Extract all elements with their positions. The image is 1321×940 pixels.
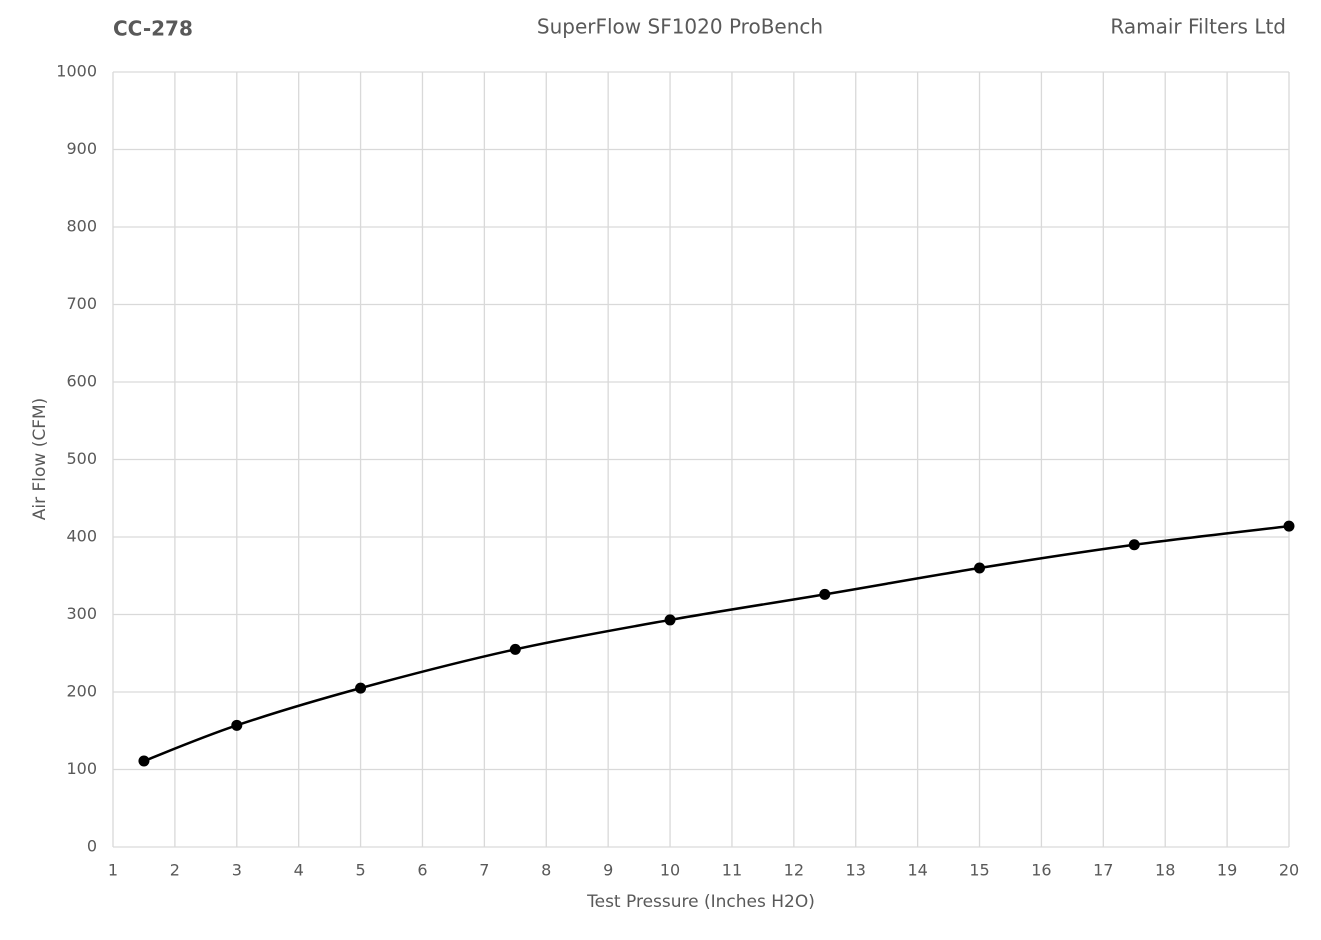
- marker: [974, 562, 986, 574]
- y-tick-label: 800: [66, 217, 97, 236]
- x-tick-label: 15: [969, 861, 989, 880]
- x-tick-label: 7: [479, 861, 489, 880]
- x-tick-label: 18: [1155, 861, 1175, 880]
- x-tick-label: 3: [232, 861, 242, 880]
- y-tick-label: 700: [66, 294, 97, 313]
- marker: [664, 614, 676, 626]
- x-tick-label: 17: [1093, 861, 1113, 880]
- y-tick-label: 400: [66, 527, 97, 546]
- marker: [138, 755, 150, 767]
- x-tick-label: 4: [294, 861, 304, 880]
- company: Ramair Filters Ltd: [1110, 15, 1286, 39]
- x-tick-label: 2: [170, 861, 180, 880]
- x-tick-label: 11: [722, 861, 742, 880]
- x-tick-label: 5: [355, 861, 365, 880]
- x-axis-label: Test Pressure (Inches H2O): [586, 892, 815, 912]
- marker: [1283, 520, 1295, 532]
- y-axis-label: Air Flow (CFM): [30, 398, 50, 521]
- x-tick-label: 8: [541, 861, 551, 880]
- x-tick-label: 12: [784, 861, 804, 880]
- y-tick-label: 200: [66, 682, 97, 701]
- series-line: [143, 524, 1290, 763]
- x-tick-label: 14: [907, 861, 927, 880]
- marker: [355, 682, 367, 694]
- x-tick-label: 6: [417, 861, 427, 880]
- y-tick-label: 600: [66, 372, 97, 391]
- y-tick-label: 0: [87, 837, 97, 856]
- y-tick-label: 500: [66, 449, 97, 468]
- marker: [819, 588, 831, 600]
- marker: [1128, 539, 1140, 551]
- marker: [509, 643, 521, 655]
- test-id: CC-278: [113, 17, 193, 41]
- y-tick-label: 1000: [56, 62, 97, 81]
- y-tick-label: 900: [66, 139, 97, 158]
- x-tick-label: 9: [603, 861, 613, 880]
- x-tick-label: 1: [108, 861, 118, 880]
- x-tick-label: 19: [1217, 861, 1237, 880]
- marker: [231, 719, 243, 731]
- x-tick-label: 10: [660, 861, 680, 880]
- x-tick-label: 16: [1031, 861, 1051, 880]
- x-tick-label: 13: [846, 861, 866, 880]
- x-tick-label: 20: [1279, 861, 1299, 880]
- y-tick-label: 300: [66, 604, 97, 623]
- chart-title: SuperFlow SF1020 ProBench: [537, 15, 823, 39]
- y-tick-label: 100: [66, 759, 97, 778]
